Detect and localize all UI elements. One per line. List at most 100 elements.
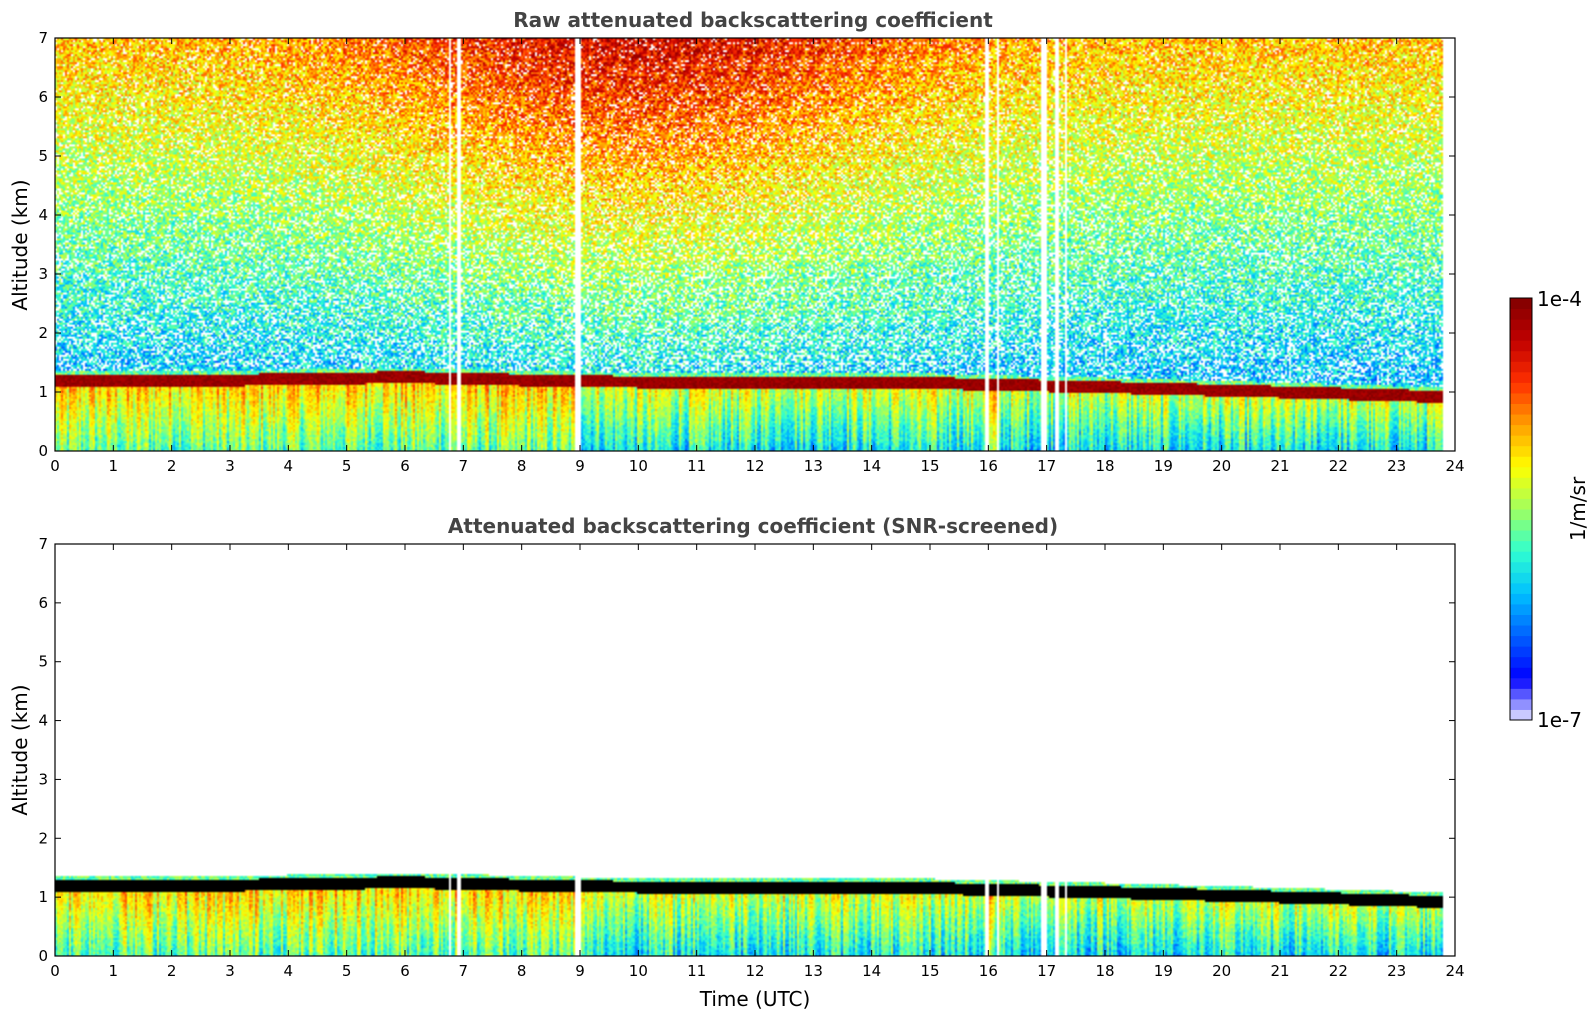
colorbar-step <box>1510 667 1532 679</box>
colorbar-step <box>1510 340 1532 352</box>
colorbar-step <box>1510 445 1532 457</box>
x-tick-label: 5 <box>342 457 352 475</box>
colorbar-step <box>1510 498 1532 510</box>
y-tick-label: 7 <box>38 29 48 47</box>
x-tick-label: 3 <box>225 457 235 475</box>
x-tick-label: 0 <box>50 962 60 980</box>
x-tick-label: 16 <box>979 962 998 980</box>
y-tick-label: 4 <box>38 712 48 730</box>
x-tick-label: 12 <box>745 457 764 475</box>
x-tick-label: 10 <box>629 457 648 475</box>
x-tick-label: 5 <box>342 962 352 980</box>
x-tick-label: 24 <box>1445 962 1464 980</box>
y-tick-label: 3 <box>38 770 48 788</box>
colorbar-step <box>1510 572 1532 584</box>
colorbar-step <box>1510 688 1532 700</box>
colorbar-step <box>1510 298 1532 310</box>
x-tick-label: 14 <box>862 457 881 475</box>
x-tick-label: 7 <box>459 457 469 475</box>
x-tick-label: 15 <box>920 962 939 980</box>
y-tick-label: 0 <box>38 442 48 460</box>
x-tick-label: 11 <box>687 457 706 475</box>
x-tick-label: 18 <box>1095 457 1114 475</box>
raw-panel-title: Raw attenuated backscattering coefficien… <box>513 8 993 32</box>
x-tick-label: 20 <box>1212 457 1231 475</box>
y-tick-label: 1 <box>38 383 48 401</box>
x-tick-label: 24 <box>1445 457 1464 475</box>
colorbar-step <box>1510 561 1532 573</box>
y-tick-label: 1 <box>38 888 48 906</box>
x-tick-label: 9 <box>575 457 585 475</box>
x-tick-label: 10 <box>629 962 648 980</box>
y-tick-label: 4 <box>38 206 48 224</box>
x-tick-label: 22 <box>1329 962 1348 980</box>
x-tick-label: 6 <box>400 962 410 980</box>
x-tick-label: 21 <box>1270 457 1289 475</box>
colorbar-step <box>1510 530 1532 542</box>
x-tick-label: 21 <box>1270 962 1289 980</box>
x-tick-label: 15 <box>920 457 939 475</box>
y-tick-label: 6 <box>38 88 48 106</box>
colorbar-unit-label: 1/m/sr <box>1566 476 1590 541</box>
colorbar-min-label: 1e-7 <box>1537 708 1582 732</box>
y-tick-label: 2 <box>38 829 48 847</box>
screened-y-axis-label: Altitude (km) <box>8 684 32 815</box>
x-tick-label: 3 <box>225 962 235 980</box>
screened-heatmap-image <box>55 544 1455 956</box>
raw-y-axis-label: Altitude (km) <box>8 179 32 310</box>
y-tick-label: 5 <box>38 653 48 671</box>
y-tick-label: 3 <box>38 265 48 283</box>
colorbar-step <box>1510 656 1532 668</box>
colorbar-step <box>1510 635 1532 647</box>
colorbar-step <box>1510 319 1532 331</box>
colorbar-frame <box>1509 297 1533 721</box>
colorbar-step <box>1510 361 1532 373</box>
screened-backscatter-panel: Attenuated backscattering coefficient (S… <box>8 514 1465 1011</box>
colorbar-step <box>1510 709 1532 721</box>
colorbar-step <box>1510 614 1532 626</box>
raw-heatmap-image <box>55 38 1455 451</box>
raw-x-ticks: 0 1 2 3 4 5 6 7 8 9 10 11 12 13 14 15 16 17 18 19 20 21 22 23 24 <box>50 38 1465 475</box>
x-tick-label: 16 <box>979 457 998 475</box>
colorbar-step <box>1510 308 1532 320</box>
colorbar-step <box>1510 593 1532 605</box>
x-tick-label: 8 <box>517 457 527 475</box>
x-tick-label: 22 <box>1329 457 1348 475</box>
x-tick-label: 23 <box>1387 962 1406 980</box>
x-tick-label: 20 <box>1212 962 1231 980</box>
x-axis-label: Time (UTC) <box>699 987 811 1011</box>
y-tick-label: 6 <box>38 594 48 612</box>
colorbar-step <box>1510 392 1532 404</box>
raw-y-ticks: 0 1 2 3 4 5 6 7 <box>38 29 1455 460</box>
y-tick-label: 2 <box>38 324 48 342</box>
raw-backscatter-panel: Raw attenuated backscattering coefficien… <box>8 8 1465 475</box>
x-tick-label: 13 <box>804 962 823 980</box>
x-tick-label: 4 <box>284 962 294 980</box>
colorbar-step <box>1510 582 1532 594</box>
colorbar-step <box>1510 424 1532 436</box>
x-tick-label: 13 <box>804 457 823 475</box>
x-tick-label: 1 <box>109 962 119 980</box>
colorbar-gradient <box>1510 298 1532 721</box>
x-tick-label: 9 <box>575 962 585 980</box>
x-tick-label: 17 <box>1037 962 1056 980</box>
x-tick-label: 7 <box>459 962 469 980</box>
screened-y-ticks: 0 1 2 3 4 5 6 7 <box>38 535 1455 965</box>
x-tick-label: 2 <box>167 457 177 475</box>
colorbar-step <box>1510 646 1532 658</box>
x-tick-label: 12 <box>745 962 764 980</box>
x-tick-label: 11 <box>687 962 706 980</box>
x-tick-label: 19 <box>1154 457 1173 475</box>
x-tick-label: 4 <box>284 457 294 475</box>
colorbar-step <box>1510 466 1532 478</box>
colorbar-step <box>1510 551 1532 563</box>
colorbar-step <box>1510 509 1532 521</box>
colorbar-step <box>1510 371 1532 383</box>
x-tick-label: 17 <box>1037 457 1056 475</box>
x-tick-label: 19 <box>1154 962 1173 980</box>
colorbar-step <box>1510 414 1532 426</box>
screened-x-ticks: 0 1 2 3 4 5 6 7 8 9 10 11 12 13 14 15 16 17 18 19 20 21 22 23 24 <box>50 544 1465 980</box>
x-tick-label: 0 <box>50 457 60 475</box>
colorbar-step <box>1510 698 1532 710</box>
